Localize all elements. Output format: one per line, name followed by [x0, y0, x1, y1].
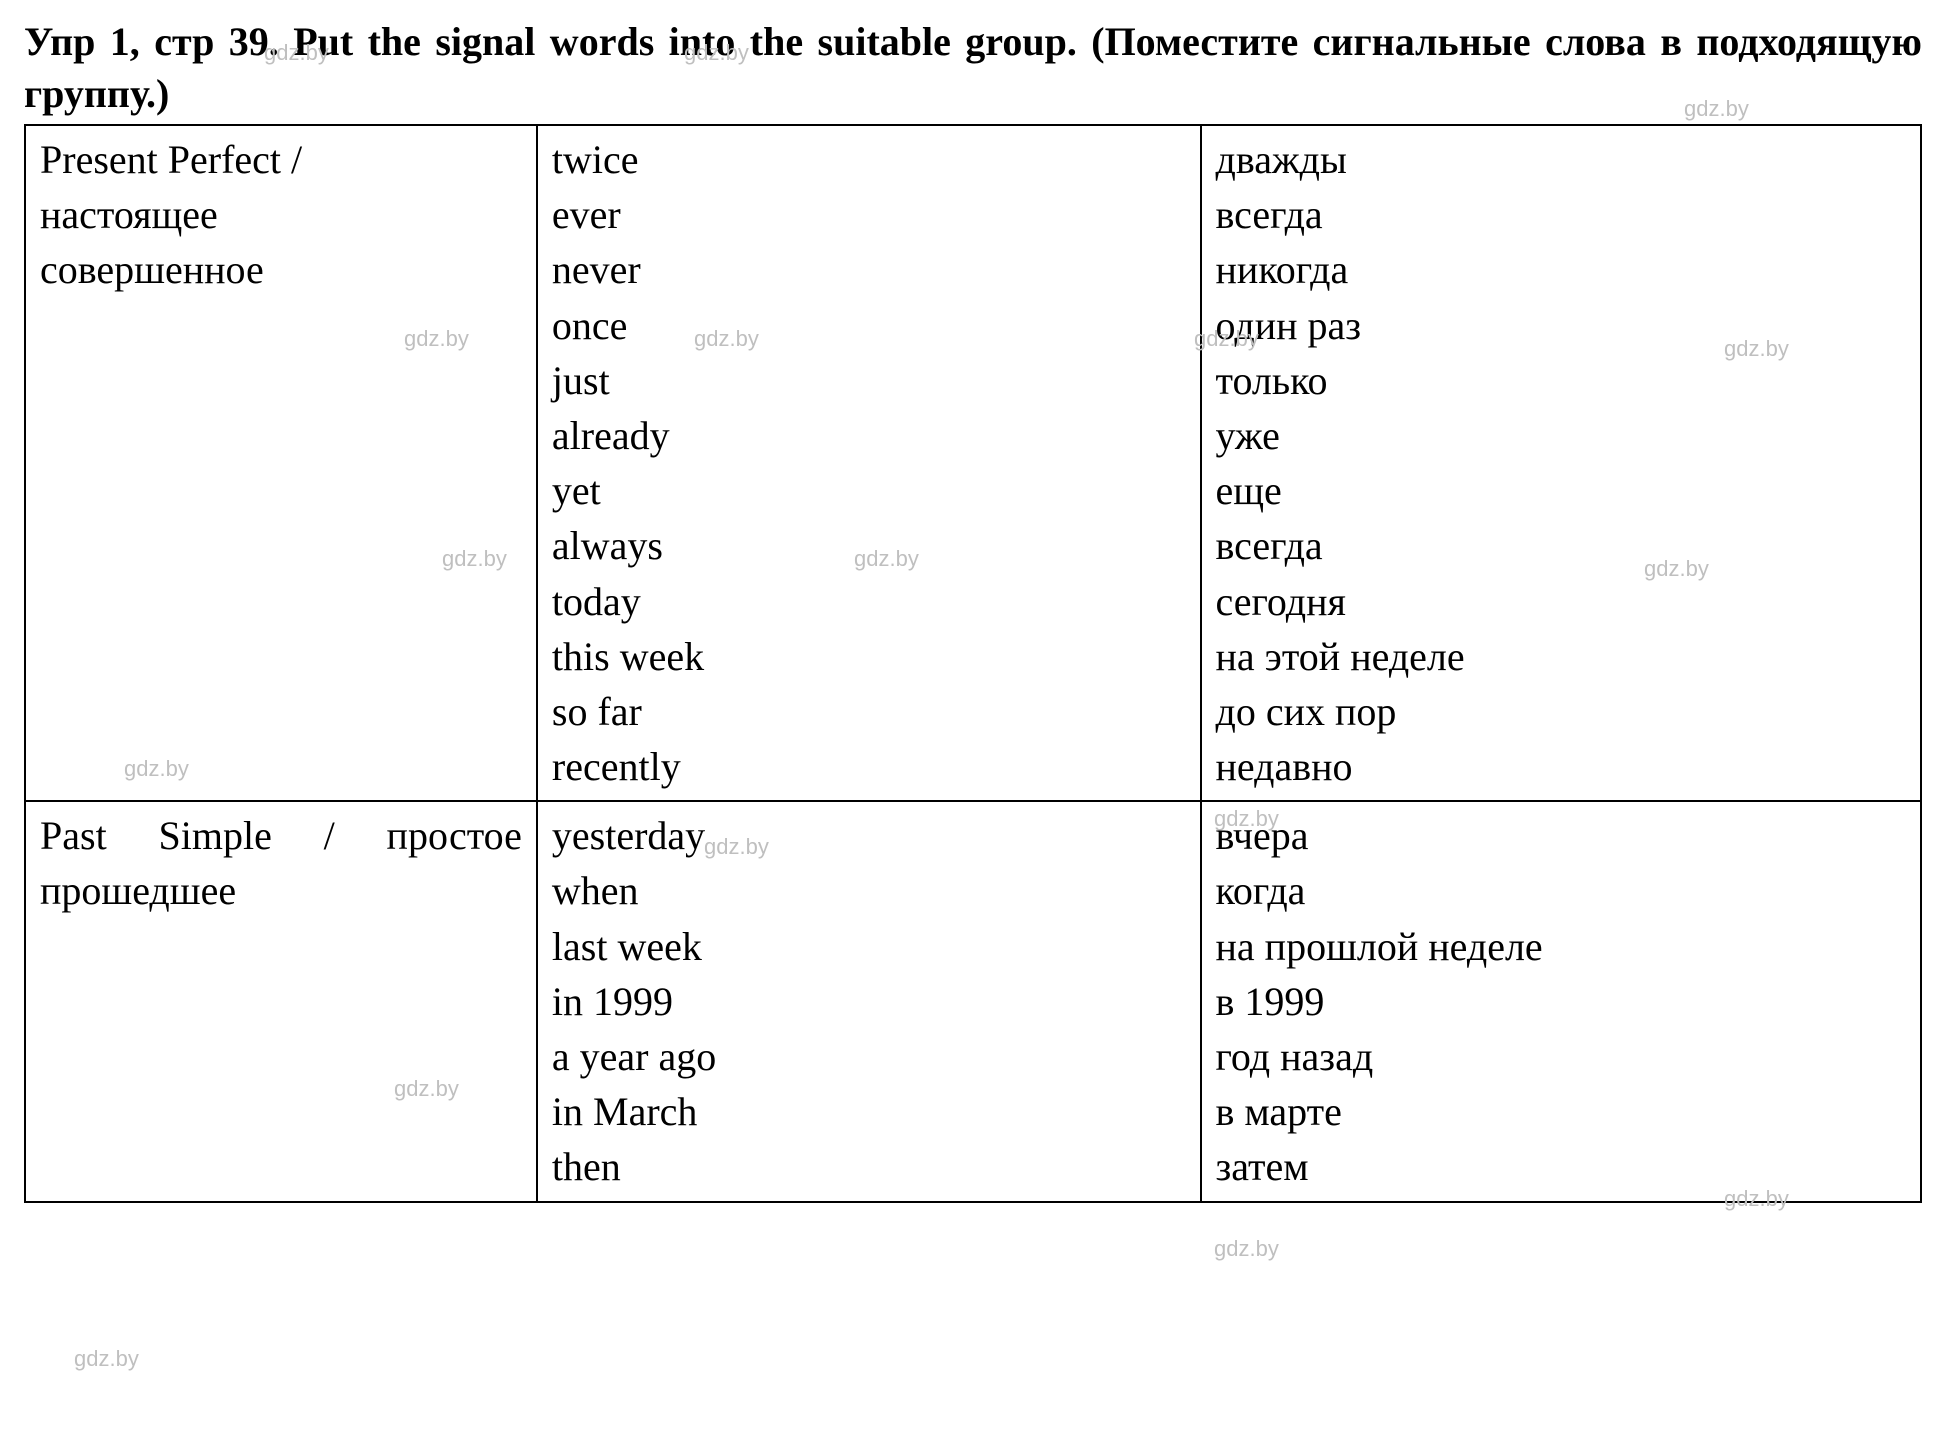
label-line: совершенное [40, 242, 522, 297]
word-line: twice [552, 132, 1186, 187]
word-line: never [552, 242, 1186, 297]
label-line: Present Perfect / [40, 132, 522, 187]
word-line: so far [552, 684, 1186, 739]
cell-english-present-perfect: twice ever never once just already yet a… [537, 125, 1201, 801]
cell-english-past-simple: yesterday when last week in 1999 a year … [537, 801, 1201, 1201]
word-line: ever [552, 187, 1186, 242]
word-line: всегда [1216, 187, 1907, 242]
exercise-heading: Упр 1, стр 39. Put the signal words into… [24, 16, 1922, 120]
table-row: Past Simple / простое прошедшее yesterda… [25, 801, 1921, 1201]
table-row: Present Perfect / настоящее совершенное … [25, 125, 1921, 801]
word-line: last week [552, 919, 1186, 974]
word-line: then [552, 1139, 1186, 1194]
word-line: на прошлой неделе [1216, 919, 1907, 974]
grammar-table: Present Perfect / настоящее совершенное … [24, 124, 1922, 1203]
cell-russian-past-simple: вчера когда на прошлой неделе в 1999 год… [1201, 801, 1922, 1201]
label-line: прошедшее [40, 863, 522, 918]
page-root: Упр 1, стр 39. Put the signal words into… [24, 16, 1922, 1203]
word-line: один раз [1216, 298, 1907, 353]
watermark-text: gdz.by [1214, 1236, 1279, 1262]
word-line: никогда [1216, 242, 1907, 297]
word-line: год назад [1216, 1029, 1907, 1084]
label-line: настоящее [40, 187, 522, 242]
word-line: в марте [1216, 1084, 1907, 1139]
word-line: just [552, 353, 1186, 408]
word-line: недавно [1216, 739, 1907, 794]
word-line: уже [1216, 408, 1907, 463]
word-line: затем [1216, 1139, 1907, 1194]
word-line: a year ago [552, 1029, 1186, 1084]
word-line: when [552, 863, 1186, 918]
word-line: already [552, 408, 1186, 463]
word-line: in March [552, 1084, 1186, 1139]
word-line: always [552, 518, 1186, 573]
word-line: today [552, 574, 1186, 629]
word-line: once [552, 298, 1186, 353]
cell-label-present-perfect: Present Perfect / настоящее совершенное [25, 125, 537, 801]
word-line: yet [552, 463, 1186, 518]
word-line: в 1999 [1216, 974, 1907, 1029]
word-line: когда [1216, 863, 1907, 918]
word-line: сегодня [1216, 574, 1907, 629]
word-line: еще [1216, 463, 1907, 518]
word-line: this week [552, 629, 1186, 684]
word-line: дважды [1216, 132, 1907, 187]
word-line: всегда [1216, 518, 1907, 573]
word-line: на этой неделе [1216, 629, 1907, 684]
word-line: вчера [1216, 808, 1907, 863]
word-line: recently [552, 739, 1186, 794]
word-line: до сих пор [1216, 684, 1907, 739]
word-line: yesterday [552, 808, 1186, 863]
label-line: Past Simple / простое [40, 808, 522, 863]
word-line: только [1216, 353, 1907, 408]
cell-label-past-simple: Past Simple / простое прошедшее [25, 801, 537, 1201]
watermark-text: gdz.by [74, 1346, 139, 1372]
cell-russian-present-perfect: дважды всегда никогда один раз только уж… [1201, 125, 1922, 801]
word-line: in 1999 [552, 974, 1186, 1029]
